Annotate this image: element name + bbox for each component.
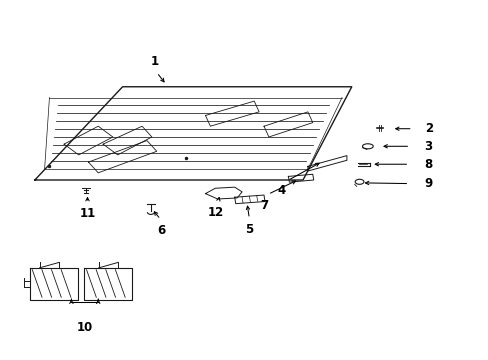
Text: 4: 4	[276, 184, 285, 197]
Text: 11: 11	[79, 207, 96, 220]
Text: 10: 10	[76, 321, 93, 334]
Text: 1: 1	[150, 55, 158, 68]
Text: 8: 8	[423, 158, 431, 171]
Text: 6: 6	[157, 224, 165, 237]
Text: 9: 9	[423, 177, 431, 190]
Text: 12: 12	[208, 206, 224, 219]
Text: 5: 5	[245, 223, 253, 236]
Text: 7: 7	[260, 199, 267, 212]
Text: 3: 3	[423, 140, 431, 153]
Text: 2: 2	[424, 122, 432, 135]
